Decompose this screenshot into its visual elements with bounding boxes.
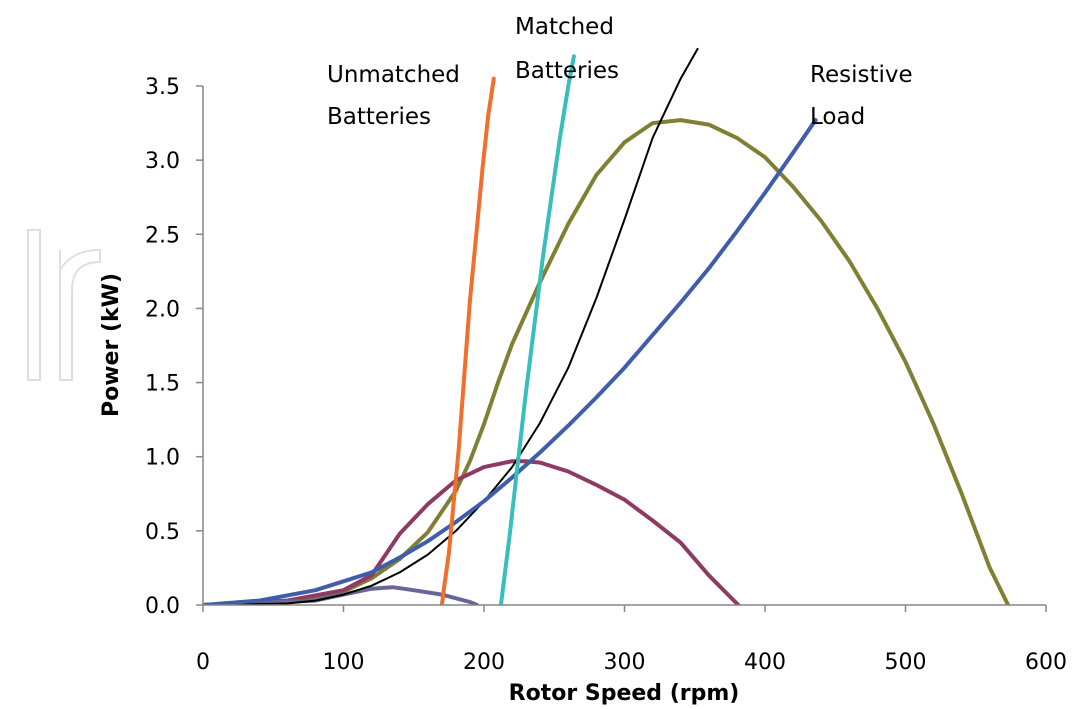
x-tick-label: 0 bbox=[196, 650, 210, 675]
y-tick-label: 3.5 bbox=[145, 75, 180, 100]
y-tick-label: 0.5 bbox=[145, 520, 180, 545]
y-tick-label: 1.5 bbox=[145, 372, 180, 397]
y-tick-label: 2.0 bbox=[145, 297, 180, 322]
y-axis-label: Power (kW) bbox=[99, 273, 124, 417]
series-layer bbox=[203, 49, 1008, 605]
annotation-resistive-line-2: Load bbox=[810, 104, 865, 130]
annotation-resistive-load: Resistive Load bbox=[810, 62, 913, 130]
y-ticks: 0.0 0.5 1.0 1.5 2.0 2.5 3.0 3.5 bbox=[145, 75, 203, 619]
y-tick-label: 1.0 bbox=[145, 446, 180, 471]
x-axis-label: Rotor Speed (rpm) bbox=[509, 681, 740, 706]
annotation-matched-line-1: Matched bbox=[515, 14, 614, 40]
annotation-unmatched-batteries: Unmatched Batteries bbox=[327, 62, 460, 130]
series-line bbox=[203, 461, 738, 605]
x-tick-label: 100 bbox=[323, 650, 365, 675]
y-tick-label: 3.0 bbox=[145, 149, 180, 174]
series-line bbox=[203, 120, 1008, 605]
x-tick-label: 300 bbox=[604, 650, 646, 675]
watermark-logo bbox=[28, 230, 100, 380]
x-tick-label: 500 bbox=[885, 650, 927, 675]
y-tick-label: 0.0 bbox=[145, 594, 180, 619]
annotation-unmatched-line-2: Batteries bbox=[327, 104, 431, 130]
x-tick-label: 400 bbox=[744, 650, 786, 675]
x-ticks: 0 100 200 300 400 500 600 bbox=[196, 605, 1067, 675]
series-line bbox=[442, 79, 494, 605]
annotation-matched-batteries: Matched Batteries bbox=[515, 14, 619, 84]
annotation-unmatched-line-1: Unmatched bbox=[327, 62, 460, 88]
x-tick-label: 200 bbox=[463, 650, 505, 675]
x-tick-label: 600 bbox=[1025, 650, 1067, 675]
annotation-matched-line-2: Batteries bbox=[515, 58, 619, 84]
annotation-resistive-line-1: Resistive bbox=[810, 62, 913, 88]
y-tick-label: 2.5 bbox=[145, 223, 180, 248]
series-line bbox=[501, 56, 574, 605]
